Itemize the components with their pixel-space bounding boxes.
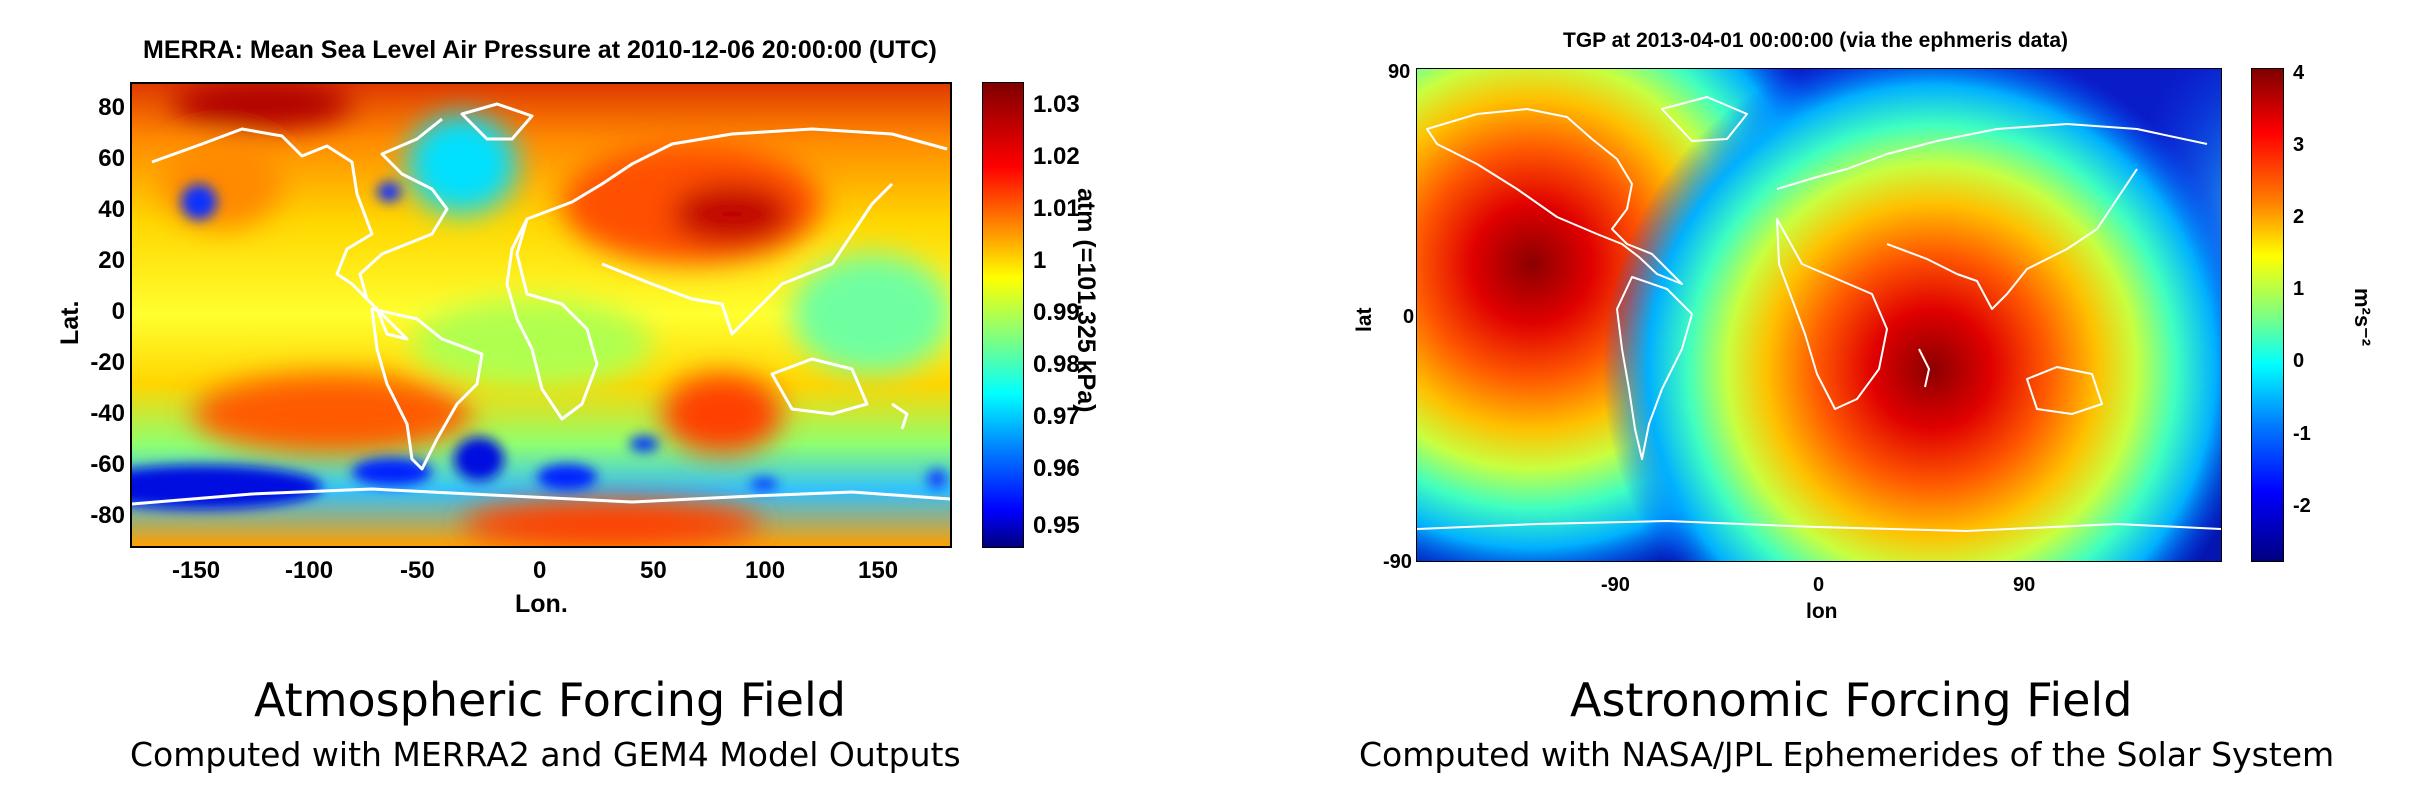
- atmospheric-colorbar-tick: 0.95: [1033, 512, 1080, 539]
- astronomic-plot-title: TGP at 2013-04-01 00:00:00 (via the ephm…: [1563, 29, 2069, 52]
- atmospheric-pressure-map: [130, 82, 952, 548]
- atmospheric-colorbar-tick: 0.96: [1033, 455, 1080, 482]
- astronomic-ytick: -90: [1383, 551, 1412, 573]
- atmospheric-ylabel: Lat.: [56, 300, 84, 345]
- atmospheric-xtick: 0: [533, 557, 547, 584]
- atmospheric-ytick: -20: [90, 349, 125, 376]
- atmospheric-xtick: -150: [172, 557, 221, 584]
- atmospheric-panel: MERRA: Mean Sea Level Air Pressure at 20…: [0, 0, 1213, 791]
- astronomic-caption-subtitle: Computed with NASA/JPL Ephemerides of th…: [1359, 735, 2335, 774]
- astronomic-colorbar-tick: 3: [2293, 134, 2305, 156]
- astronomic-map-canvas: [1417, 69, 2221, 561]
- atmospheric-colorbar-tick: 0.99: [1033, 299, 1080, 326]
- atmospheric-ytick: 60: [98, 145, 125, 172]
- atmospheric-xlabel: Lon.: [515, 590, 568, 618]
- astronomic-ytick: 0: [1403, 306, 1415, 328]
- atmospheric-colorbar-label: atm (=101.325 kPa): [1072, 188, 1100, 413]
- atmospheric-colorbar-tick: 0.98: [1033, 351, 1080, 378]
- atmospheric-ytick: -40: [90, 400, 125, 427]
- atmospheric-colorbar-tick: 0.97: [1033, 403, 1080, 430]
- atmospheric-ytick: -60: [90, 451, 125, 478]
- astronomic-colorbar-tick: 1: [2293, 278, 2305, 300]
- astronomic-coastlines: [1417, 96, 2221, 532]
- atmospheric-colorbar-tick: 1.01: [1033, 195, 1080, 222]
- atmospheric-colorbar-tick: 1.02: [1033, 143, 1080, 170]
- atmospheric-xtick: 100: [745, 557, 786, 584]
- astronomic-colorbar-tick: 2: [2293, 206, 2305, 228]
- atmospheric-ytick: -80: [90, 502, 125, 529]
- atmospheric-colorbar: [982, 82, 1024, 548]
- astronomic-xtick: 0: [1813, 574, 1825, 596]
- astronomic-colorbar-tick: 4: [2293, 62, 2305, 84]
- atmospheric-ytick: 0: [111, 298, 125, 325]
- atmospheric-ytick: 20: [98, 247, 125, 274]
- atmospheric-xtick: 150: [858, 557, 899, 584]
- atmospheric-xtick: -100: [285, 557, 334, 584]
- atmospheric-ytick: 80: [98, 94, 125, 121]
- atmospheric-caption-subtitle: Computed with MERRA2 and GEM4 Model Outp…: [130, 735, 961, 774]
- atmospheric-xtick: 50: [640, 557, 667, 584]
- atmospheric-colorbar-tick: 1.03: [1033, 91, 1080, 118]
- astronomic-ylabel: lat: [1353, 307, 1376, 332]
- atmospheric-map-canvas: [132, 84, 950, 546]
- astronomic-caption-title: Astronomic Forcing Field: [1570, 673, 2133, 727]
- astronomic-tgp-map: [1416, 68, 2222, 562]
- astronomic-ytick: 90: [1388, 61, 1411, 83]
- atmospheric-plot-title: MERRA: Mean Sea Level Air Pressure at 20…: [143, 36, 937, 64]
- astronomic-panel: TGP at 2013-04-01 00:00:00 (via the ephm…: [1213, 0, 2427, 791]
- atmospheric-ytick: 40: [98, 196, 125, 223]
- atmospheric-caption-title: Atmospheric Forcing Field: [254, 673, 846, 727]
- astronomic-colorbar: [2251, 68, 2284, 562]
- astronomic-colorbar-tick: 0: [2293, 350, 2305, 372]
- astronomic-xlabel: lon: [1806, 600, 1838, 623]
- atmospheric-colorbar-tick: 1: [1033, 247, 1047, 274]
- atmospheric-xtick: -50: [400, 557, 435, 584]
- astronomic-colorbar-tick: -2: [2293, 495, 2311, 517]
- astronomic-colorbar-label: m²s⁻²: [2350, 288, 2375, 347]
- atmospheric-coastlines: [132, 102, 950, 506]
- astronomic-xtick: 90: [2013, 574, 2036, 596]
- astronomic-xtick: -90: [1601, 574, 1630, 596]
- astronomic-colorbar-tick: -1: [2293, 423, 2311, 445]
